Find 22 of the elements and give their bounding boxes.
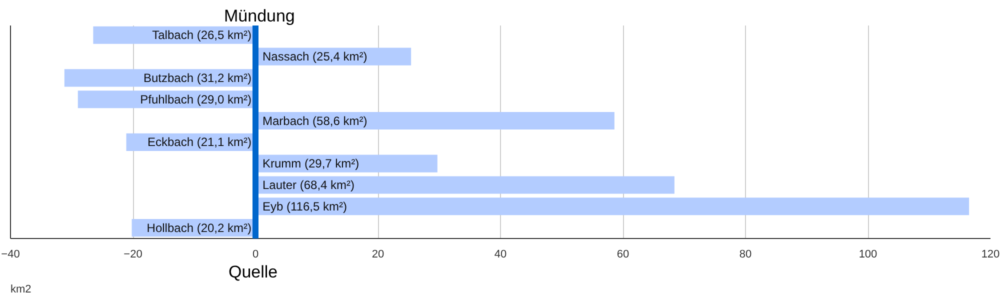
x-tick-label: 0 [252, 248, 259, 260]
text: Quelle [228, 262, 278, 282]
data-label: Marbach (58,6 km²) [262, 114, 368, 128]
x-tick-label: 60 [616, 248, 630, 260]
data-label: Lauter (68,4 km²) [262, 178, 355, 192]
x-tick-label: −20 [124, 248, 142, 260]
x-tick-label: 80 [739, 248, 752, 260]
x-tick-label: 100 [858, 248, 878, 260]
x-tick-label: 120 [981, 248, 1000, 260]
data-label: Eckbach (21,1 km²) [147, 135, 252, 150]
data-label: Butzbach (31,2 km²) [143, 70, 252, 85]
data-label: Nassach (25,4 km²) [262, 50, 368, 64]
x-axis-title: km2 [10, 284, 32, 295]
data-label: Talbach (26,5 km²) [152, 28, 252, 42]
x-tick-label: −40 [1, 248, 20, 260]
data-label: Pfuhlbach (29,0 km²) [140, 92, 252, 106]
annotation: Mündung [224, 6, 295, 26]
data-label: Eyb (116,5 km²) [262, 199, 347, 214]
data-label: Krumm (29,7 km²) [262, 156, 360, 171]
data-label: Hollbach (20,2 km²) [146, 220, 252, 235]
x-tick-label: 40 [494, 248, 507, 260]
x-tick-label: 20 [372, 248, 384, 260]
